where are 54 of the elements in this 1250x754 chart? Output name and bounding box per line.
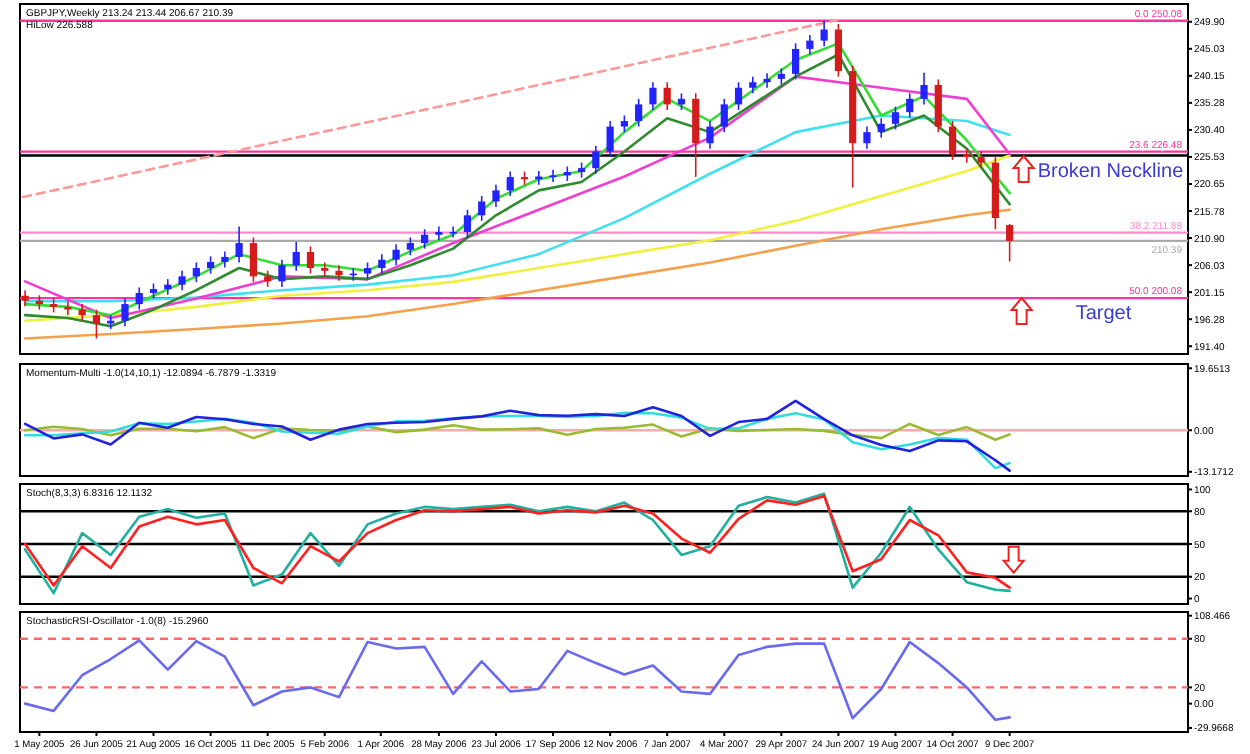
candlestick bbox=[663, 81, 671, 111]
candlestick bbox=[763, 72, 771, 89]
line-series bbox=[23, 422, 1011, 442]
candlestick bbox=[863, 125, 871, 150]
candlestick bbox=[891, 105, 900, 131]
candlestick bbox=[235, 225, 243, 264]
line-series bbox=[23, 411, 1011, 470]
candlestick bbox=[92, 308, 101, 340]
candlestick bbox=[734, 81, 743, 111]
candlestick bbox=[421, 228, 429, 250]
candlestick bbox=[378, 253, 386, 275]
candlestick bbox=[492, 184, 500, 208]
candlestick bbox=[906, 92, 914, 119]
candlestick bbox=[178, 270, 186, 292]
candlestick bbox=[121, 297, 129, 328]
line-series bbox=[23, 208, 1011, 340]
candlestick bbox=[1006, 223, 1014, 263]
candlestick bbox=[834, 23, 843, 78]
candlestick bbox=[449, 225, 457, 239]
candlestick bbox=[249, 236, 257, 283]
annotation: Broken Neckline bbox=[1037, 161, 1185, 183]
candlestick bbox=[963, 147, 971, 164]
line-series bbox=[23, 399, 1011, 472]
candlestick bbox=[506, 170, 514, 197]
candlestick bbox=[392, 243, 400, 267]
candlestick bbox=[920, 71, 928, 106]
candlestick bbox=[292, 241, 300, 272]
candlestick bbox=[192, 261, 200, 283]
candlestick bbox=[606, 120, 614, 158]
candlestick bbox=[934, 78, 942, 133]
line-series bbox=[23, 114, 1011, 303]
candlestick bbox=[877, 117, 885, 139]
candlestick bbox=[720, 98, 728, 133]
candlestick bbox=[478, 195, 486, 222]
candlestick bbox=[592, 145, 600, 175]
candlestick bbox=[306, 245, 315, 275]
candlestick bbox=[463, 208, 472, 239]
candlestick bbox=[706, 120, 714, 150]
candlestick bbox=[649, 81, 657, 111]
candlestick bbox=[820, 19, 828, 47]
line-series bbox=[23, 639, 1011, 722]
candlestick bbox=[806, 34, 814, 56]
candlestick bbox=[549, 169, 557, 183]
candlestick bbox=[64, 300, 72, 316]
candlestick bbox=[335, 264, 343, 282]
candlestick bbox=[692, 92, 700, 178]
candlestick bbox=[135, 286, 143, 311]
candlestick bbox=[948, 120, 957, 161]
candlestick bbox=[278, 258, 286, 288]
candlestick bbox=[435, 225, 443, 242]
candlestick bbox=[635, 98, 643, 128]
candlestick bbox=[321, 261, 329, 278]
annotation: Target bbox=[1075, 303, 1132, 325]
candlestick bbox=[792, 42, 800, 81]
